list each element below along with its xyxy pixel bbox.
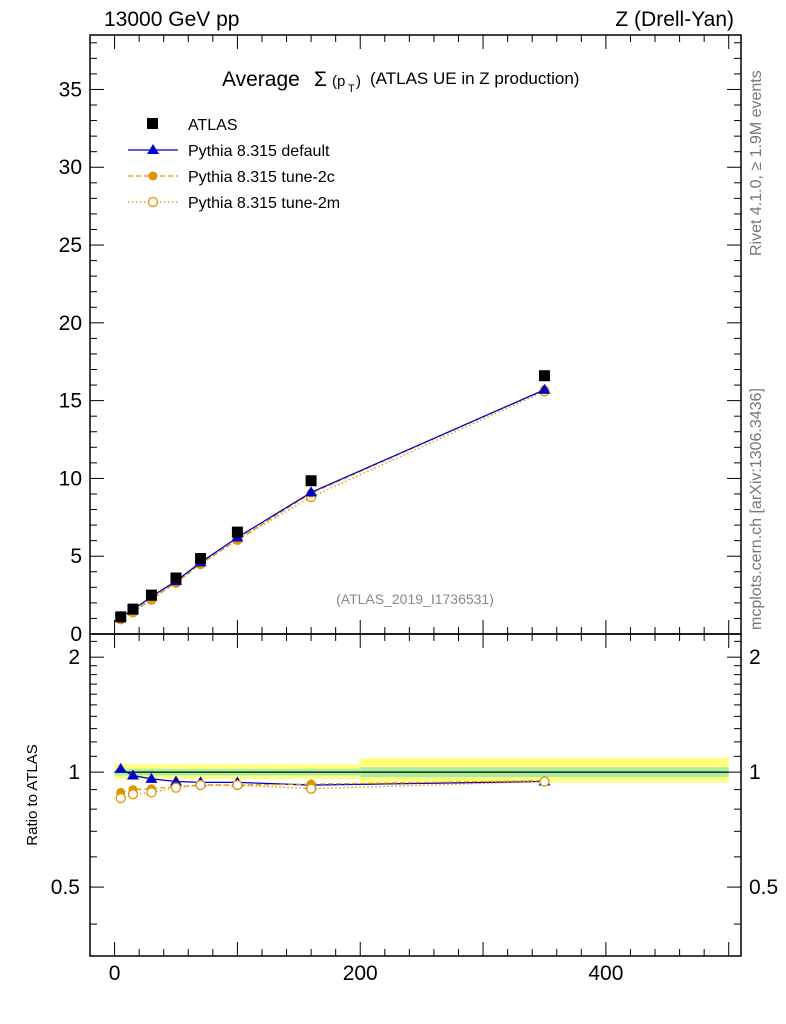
y-tick-label: 10 <box>59 467 82 490</box>
data-point-0 <box>231 526 243 538</box>
data-point-0 <box>538 370 550 382</box>
ratio-point-3 <box>170 782 182 793</box>
y-tick-label: 0 <box>70 623 82 646</box>
ratio-point-1 <box>114 762 127 773</box>
ratio-point-3 <box>539 776 550 787</box>
data-point-0 <box>195 553 207 565</box>
ratio-y-tick-label-right: 1 <box>749 761 761 784</box>
ratio-point-3 <box>232 779 243 791</box>
ratio-point-3 <box>115 792 126 804</box>
ratio-line-3 <box>120 780 545 799</box>
legend-label-tune2m: Pythia 8.315 tune-2m <box>188 195 340 212</box>
data-point-0 <box>170 572 182 584</box>
y-tick-label: 5 <box>70 545 82 568</box>
legend-marker-default <box>147 144 159 154</box>
uncertainty-band <box>114 757 729 783</box>
y-tick-label: 35 <box>59 78 82 101</box>
ratio-point-3 <box>127 789 139 800</box>
x-tick-label: 0 <box>109 962 121 985</box>
series-line-1 <box>120 389 545 618</box>
data-point-1 <box>305 486 318 497</box>
ratio-ticks: 0.5 0.5 1 1 2 2 0 200 400 <box>51 634 778 985</box>
y-tick-label: 20 <box>59 312 82 335</box>
analysis-watermark: (ATLAS_2019_I1736531) <box>336 591 494 607</box>
series-line-2 <box>120 389 545 620</box>
data-point-1 <box>538 383 551 394</box>
main-y-ticks: 0 5 10 15 20 25 30 35 <box>59 35 741 646</box>
legend-label-tune2c: Pythia 8.315 tune-2c <box>188 169 335 186</box>
legend-marker-atlas <box>147 118 158 129</box>
ratio-series <box>114 762 551 804</box>
chart-title-pre: Average <box>222 68 300 91</box>
ratio-y-tick-label: 0.5 <box>51 876 80 899</box>
data-point-0 <box>305 475 317 487</box>
chart-title-post: (ATLAS UE in Z production) <box>370 69 579 88</box>
chart-title-open: (p <box>332 73 345 90</box>
ratio-point-3 <box>305 783 317 794</box>
ratio-y-axis-label: Ratio to ATLAS <box>24 744 41 845</box>
main-series <box>114 370 551 625</box>
ratio-point-1 <box>169 775 182 786</box>
legend-label-atlas: ATLAS <box>188 117 238 134</box>
x-tick-label: 400 <box>588 962 623 985</box>
header-right: Z (Drell-Yan) <box>615 8 734 31</box>
data-point-0 <box>127 603 139 615</box>
ratio-plot-frame <box>89 633 742 957</box>
ratio-point-3 <box>146 787 157 798</box>
header-left: 13000 GeV pp <box>104 8 240 31</box>
chart-title-sub: T <box>348 83 355 95</box>
x-tick-label: 200 <box>343 962 378 985</box>
data-point-0 <box>115 611 127 623</box>
data-point-0 <box>145 589 157 601</box>
ratio-point-3 <box>195 779 206 791</box>
legend-label-default: Pythia 8.315 default <box>188 143 330 160</box>
ratio-point-1 <box>126 769 139 780</box>
y-tick-label: 15 <box>59 390 82 413</box>
y-tick-label: 30 <box>59 156 82 179</box>
series-line-3 <box>120 390 545 620</box>
legend-marker-tune2c <box>148 171 158 181</box>
ratio-y-tick-label-right: 2 <box>749 646 761 669</box>
ratio-y-tick-label: 1 <box>68 761 80 784</box>
ratio-point-1 <box>145 772 158 783</box>
chart-title-close: ) <box>356 73 361 90</box>
chart-title-sigma: Σ <box>314 68 327 91</box>
ratio-y-tick-label: 2 <box>68 646 80 669</box>
legend: ATLAS Pythia 8.315 default Pythia 8.315 … <box>128 117 340 212</box>
y-tick-label: 25 <box>59 234 82 257</box>
ratio-y-tick-label-right: 0.5 <box>749 876 778 899</box>
legend-marker-tune2m <box>147 196 159 208</box>
